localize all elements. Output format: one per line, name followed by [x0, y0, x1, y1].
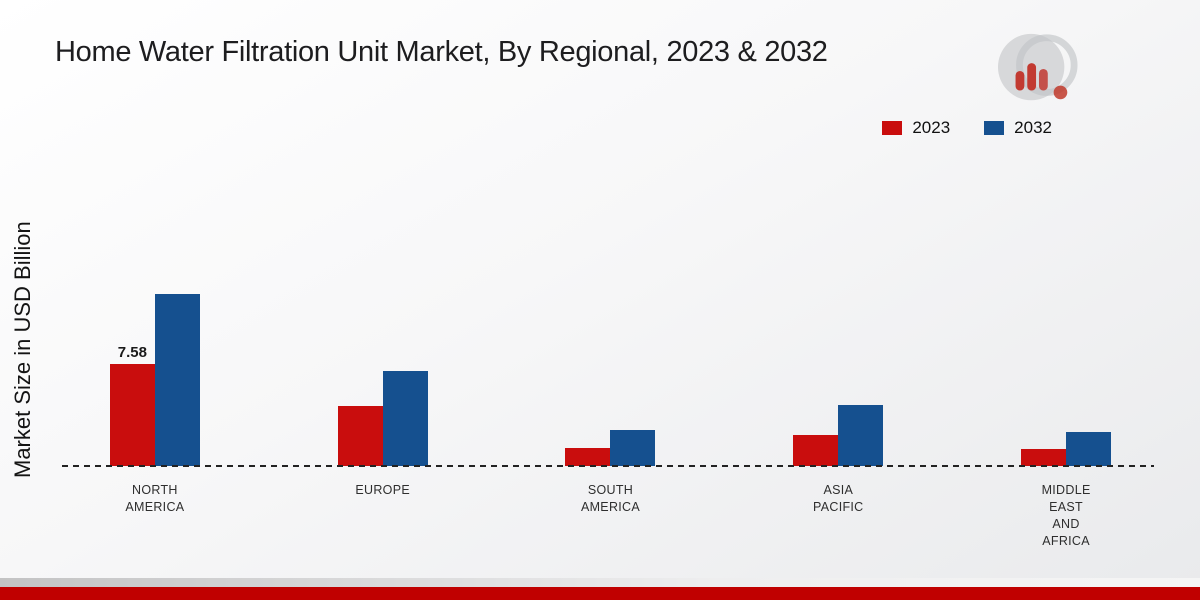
bar-2023[interactable]: [109, 364, 155, 466]
bar-value-label: 7.58: [117, 344, 147, 361]
brand-logo: [997, 33, 1078, 101]
category-label: SOUTH AMERICA: [580, 483, 641, 514]
footer-gray-stripe: [0, 578, 1200, 587]
bar-2032[interactable]: [1066, 432, 1112, 466]
legend-swatch-2023: [882, 121, 903, 135]
bar-2032[interactable]: [838, 405, 884, 466]
bar-2023[interactable]: [565, 448, 611, 466]
bar-2032[interactable]: [154, 294, 200, 466]
category-label: NORTH AMERICA: [125, 483, 185, 514]
bar-2032[interactable]: [610, 430, 656, 466]
category-label: ASIA PACIFIC: [813, 483, 864, 514]
bar-2023[interactable]: [1021, 449, 1067, 466]
legend-item-2023[interactable]: 2023: [882, 118, 950, 138]
category-label: EUROPE: [355, 483, 410, 497]
bar-group: MIDDLE EAST AND AFRICA: [1021, 432, 1112, 548]
chart-legend: 2023 2032: [882, 118, 1052, 138]
plot-area: 7.58 NORTH AMERICA EUROPE SOUTH AMERICA ASIA PA…: [41, 146, 1180, 548]
bar-2023[interactable]: [793, 435, 839, 466]
bar-group: 7.58 NORTH AMERICA: [109, 294, 200, 514]
footer-red-stripe: [0, 587, 1200, 600]
legend-item-2032[interactable]: 2032: [984, 118, 1052, 138]
bar-group: ASIA PACIFIC: [793, 405, 884, 514]
y-axis-label: Market Size in USD Billion: [10, 221, 35, 479]
x-axis-baseline: [62, 465, 1154, 467]
legend-label-2032: 2032: [1014, 118, 1052, 137]
chart-title: Home Water Filtration Unit Market, By Re…: [55, 36, 828, 68]
bar-2032[interactable]: [382, 371, 428, 466]
bar-group: SOUTH AMERICA: [565, 430, 656, 514]
category-label: MIDDLE EAST AND AFRICA: [1041, 483, 1091, 548]
legend-label-2023: 2023: [912, 118, 951, 137]
legend-swatch-2032: [984, 121, 1005, 135]
bar-group: EUROPE: [337, 371, 428, 497]
bar-2023[interactable]: [337, 406, 383, 466]
